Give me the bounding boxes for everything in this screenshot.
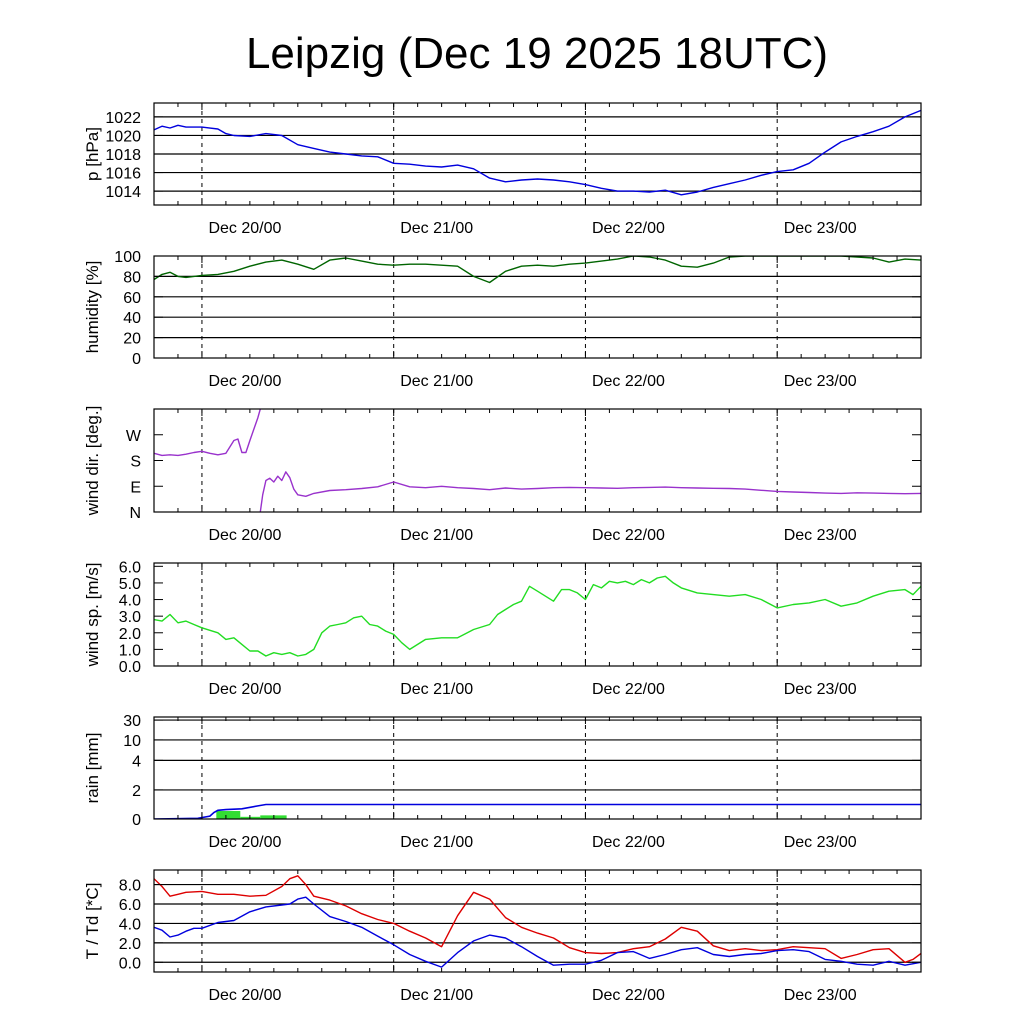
- x-tick-label: Dec 22/00: [592, 373, 665, 390]
- y-tick-label: 5.0: [119, 576, 141, 593]
- data-wind_direction: [154, 409, 921, 512]
- y-axis-label: wind sp. [m/s]: [83, 563, 102, 668]
- panel-humidity: 0 20 40 60 80 100 Dec 20/00 Dec 21/00 Dec 22/00 D…: [83, 249, 922, 390]
- y-tick-label: S: [130, 454, 141, 471]
- x-tick-label: Dec 20/00: [208, 681, 281, 698]
- y-tick-label: 4.0: [119, 593, 141, 610]
- plot-frame: [153, 408, 922, 513]
- y-tick-label: 60: [123, 290, 141, 307]
- y-tick-label: 2.0: [119, 626, 141, 643]
- x-tick-label: Dec 21/00: [400, 373, 473, 390]
- series-line: [259, 471, 921, 512]
- data-wind_speed: [154, 575, 921, 657]
- x-tick-label: Dec 21/00: [400, 220, 473, 237]
- y-tick-label: 0: [132, 812, 141, 829]
- x-tick-label: Dec 23/00: [784, 681, 857, 698]
- y-tick-label: 1018: [105, 147, 141, 164]
- y-tick-label: 40: [123, 310, 141, 327]
- panel-wind_speed: 0.01.02.03.04.05.06.0 Dec 20/00 Dec 21/00 D…: [83, 559, 922, 698]
- y-tick-label: N: [129, 505, 141, 522]
- y-tick-label: W: [126, 428, 142, 445]
- x-tick-label: Dec 23/00: [784, 527, 857, 544]
- y-tick-label: 1014: [105, 184, 141, 201]
- x-tick-label: Dec 22/00: [592, 220, 665, 237]
- y-tick-label: 80: [123, 269, 141, 286]
- y-axis-label: T / Td [*C]: [83, 883, 102, 960]
- y-axis-label: humidity [%]: [83, 261, 102, 354]
- y-tick-label: 4: [132, 753, 141, 770]
- x-tick-label: Dec 22/00: [592, 987, 665, 1004]
- y-tick-label: 3.0: [119, 609, 141, 626]
- y-tick-label: 0.0: [119, 955, 141, 972]
- y-tick-label: 8.0: [119, 878, 141, 895]
- y-tick-label: 100: [114, 249, 141, 266]
- data-pressure: [154, 109, 921, 196]
- y-tick-label: 6.0: [119, 897, 141, 914]
- y-tick-label: 10: [123, 733, 141, 750]
- x-tick-label: Dec 23/00: [784, 220, 857, 237]
- x-tick-label: Dec 22/00: [592, 527, 665, 544]
- x-tick-label: Dec 23/00: [784, 834, 857, 851]
- y-tick-label: 4.0: [119, 916, 141, 933]
- data-temperature: [154, 875, 921, 968]
- x-tick-label: Dec 20/00: [208, 527, 281, 544]
- y-axis-label: wind dir. [deg.]: [83, 406, 102, 517]
- y-tick-label: 20: [123, 331, 141, 348]
- y-axis-label: p [hPa]: [83, 127, 102, 181]
- rain-bar: [216, 811, 241, 819]
- series-line: [154, 109, 921, 196]
- panel-rain: 0 2 4 10 30 Dec 20/00 Dec 21/00 Dec 22/00 Dec 23…: [83, 713, 922, 851]
- y-tick-label: 1016: [105, 166, 141, 183]
- series-line: [154, 875, 921, 963]
- x-tick-label: Dec 21/00: [400, 527, 473, 544]
- x-tick-label: Dec 21/00: [400, 834, 473, 851]
- x-tick-label: Dec 22/00: [592, 681, 665, 698]
- x-tick-label: Dec 20/00: [208, 220, 281, 237]
- plot-frame: [153, 255, 922, 359]
- series-line: [154, 409, 261, 457]
- series-line: [154, 896, 921, 968]
- panel-temperature: 0.0 2.0 4.0 6.0 8.0 Dec 20/00 Dec 21/00 Dec 22/…: [83, 869, 922, 1004]
- x-tick-label: Dec 20/00: [208, 987, 281, 1004]
- y-tick-label: 1.0: [119, 642, 141, 659]
- series-line: [154, 256, 921, 284]
- x-tick-label: Dec 20/00: [208, 834, 281, 851]
- y-tick-label: 30: [123, 713, 141, 730]
- x-tick-label: Dec 23/00: [784, 987, 857, 1004]
- chart-title: Leipzig (Dec 19 2025 18UTC): [246, 29, 828, 78]
- data-humidity: [154, 256, 921, 284]
- x-tick-label: Dec 23/00: [784, 373, 857, 390]
- y-tick-label: 0.0: [119, 659, 141, 676]
- y-tick-label: 2: [132, 783, 141, 800]
- y-tick-label: 1020: [105, 128, 141, 145]
- x-tick-label: Dec 21/00: [400, 681, 473, 698]
- rain-accumulated-line: [154, 803, 921, 819]
- plot-frame: [153, 562, 922, 667]
- x-tick-label: Dec 22/00: [592, 834, 665, 851]
- y-tick-label: E: [130, 479, 141, 496]
- x-tick-label: Dec 21/00: [400, 987, 473, 1004]
- series-line: [154, 575, 921, 657]
- y-tick-label: 1022: [105, 110, 141, 127]
- x-tick-label: Dec 20/00: [208, 373, 281, 390]
- y-tick-label: 6.0: [119, 559, 141, 576]
- y-axis-label: rain [mm]: [83, 733, 102, 804]
- y-tick-label: 0: [132, 351, 141, 368]
- y-tick-label: 2.0: [119, 936, 141, 953]
